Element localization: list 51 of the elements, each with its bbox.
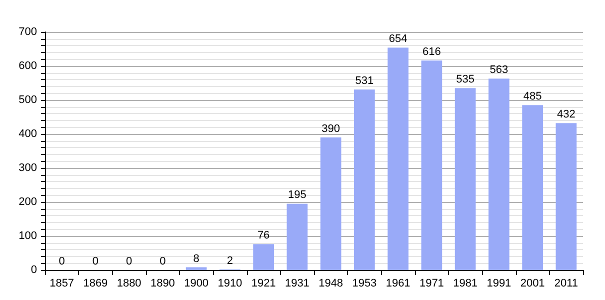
x-tick-label: 1991 — [486, 278, 512, 290]
y-tick-label: 500 — [18, 94, 37, 106]
x-tick-label: 1910 — [218, 278, 242, 290]
data-label: 195 — [288, 189, 306, 202]
bar — [320, 137, 342, 270]
bar — [354, 89, 375, 270]
bar — [522, 105, 543, 270]
data-label: 0 — [92, 256, 98, 268]
data-label: 8 — [193, 252, 200, 265]
x-tick-label: 1857 — [50, 278, 74, 290]
data-label: 390 — [322, 122, 340, 135]
x-tick-label: 1931 — [284, 278, 310, 290]
data-label: 563 — [490, 64, 508, 76]
bar — [186, 267, 207, 270]
data-label: 76 — [257, 230, 270, 242]
y-tick-label: 400 — [18, 128, 37, 140]
x-tick-label: 2011 — [554, 278, 578, 290]
bar — [556, 123, 577, 270]
data-label: 485 — [523, 90, 542, 103]
data-label: 0 — [126, 256, 132, 268]
x-tick-label: 1880 — [116, 278, 142, 290]
bar — [488, 78, 510, 270]
y-tick-label: 100 — [18, 230, 37, 242]
y-tick-label: 300 — [18, 162, 37, 174]
x-tick-label: 1971 — [419, 278, 444, 290]
x-tick-label: 1890 — [150, 278, 175, 290]
y-tick-label: 0 — [30, 264, 37, 276]
y-tick-label: 600 — [18, 60, 37, 72]
bar — [253, 244, 274, 270]
data-label: 654 — [388, 33, 408, 46]
data-label: 432 — [557, 108, 576, 121]
x-tick-label: 1961 — [386, 278, 410, 290]
x-tick-label: 1953 — [352, 278, 377, 290]
y-tick-label: 200 — [18, 196, 37, 208]
bar — [388, 48, 408, 270]
bar — [454, 88, 476, 270]
x-tick-label: 1869 — [83, 278, 108, 290]
bar — [421, 60, 442, 270]
y-tick-label: 700 — [18, 26, 37, 38]
x-tick-label: 1981 — [453, 278, 478, 290]
x-tick-label: 1948 — [318, 278, 344, 290]
data-label: 535 — [456, 74, 474, 86]
data-label: 531 — [355, 74, 374, 87]
x-tick-label: 1921 — [251, 278, 276, 290]
bar — [286, 204, 308, 270]
x-tick-label: 2001 — [520, 278, 545, 290]
data-label: 0 — [58, 256, 65, 268]
data-label: 616 — [422, 46, 441, 58]
data-label: 0 — [160, 256, 166, 268]
x-tick-label: 1900 — [184, 278, 209, 290]
data-label: 2 — [226, 254, 233, 267]
